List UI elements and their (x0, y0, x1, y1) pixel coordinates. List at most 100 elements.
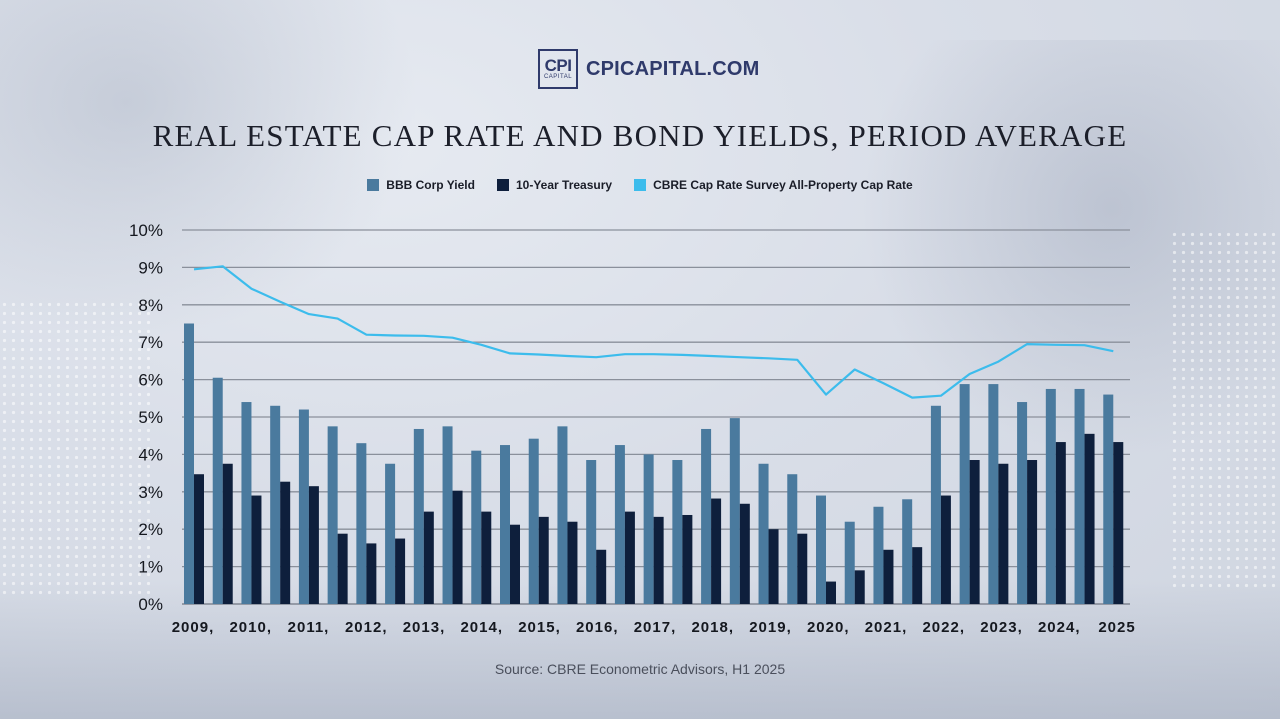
bar-treasury (624, 511, 635, 604)
bar-bbb (298, 409, 309, 604)
y-tick-label: 1% (138, 558, 163, 577)
legend-label-treasury: 10-Year Treasury (515, 178, 613, 192)
bar-bbb (212, 377, 223, 604)
bar-bbb (988, 384, 999, 604)
brand-logo[interactable]: CPI CAPITAL CPICAPITAL.COM (538, 48, 760, 90)
dot-pattern-left (0, 300, 150, 600)
bar-treasury (998, 463, 1009, 604)
bar-treasury (194, 474, 204, 604)
legend-swatch-bbb (367, 179, 380, 191)
y-tick-label: 3% (138, 483, 163, 502)
bar-treasury (912, 547, 923, 604)
x-tick-label: 2021, (865, 619, 908, 636)
bar-bbb (729, 418, 740, 604)
bar-treasury (653, 516, 664, 604)
x-tick-label: 2011, (288, 619, 330, 636)
bar-bbb (327, 426, 338, 604)
bar-treasury (567, 521, 578, 604)
x-tick-label: 2024, (1038, 619, 1081, 636)
y-tick-label: 6% (138, 371, 163, 390)
bar-treasury (711, 498, 722, 604)
bar-bbb (413, 428, 424, 604)
y-tick-label: 0% (138, 595, 163, 614)
y-tick-label: 2% (138, 520, 163, 539)
bar-bbb (1045, 388, 1056, 604)
bar-treasury (940, 495, 951, 604)
bar-treasury (337, 533, 348, 604)
legend-label-bbb: BBB Corp Yield (386, 178, 475, 192)
bar-treasury (1084, 433, 1095, 604)
bar-bbb (816, 495, 826, 604)
bar-bbb (442, 426, 453, 604)
x-tick-label: 2017, (634, 619, 677, 636)
x-tick-label: 2018, (691, 619, 734, 636)
bar-bbb (1017, 402, 1028, 604)
x-tick-label: 2014, (460, 619, 503, 636)
bar-bbb (930, 405, 941, 604)
y-tick-label: 9% (138, 258, 163, 277)
bar-bbb (643, 454, 654, 604)
bar-bbb (959, 384, 970, 604)
y-tick-label: 7% (138, 333, 163, 352)
bar-bbb (241, 402, 252, 604)
bar-treasury (969, 460, 980, 604)
bar-bbb (701, 428, 712, 604)
bar-treasury (481, 511, 492, 604)
logo-mark: CPI (544, 55, 572, 75)
x-tick-label: 2010, (229, 619, 272, 636)
bar-bbb (471, 450, 482, 604)
bar-bbb (758, 463, 769, 604)
bar-treasury (452, 490, 463, 604)
x-tick-label: 2016, (576, 619, 619, 636)
bar-treasury (1055, 442, 1066, 604)
bar-treasury (538, 516, 549, 604)
bar-bbb (356, 443, 367, 604)
bar-bbb (1074, 388, 1085, 604)
x-tick-label: 2025 (1098, 619, 1135, 636)
legend-item-treasury: 10-Year Treasury (496, 178, 613, 192)
bar-treasury (366, 543, 377, 604)
y-tick-label: 10% (129, 221, 163, 240)
x-tick-label: 2013, (403, 619, 446, 636)
site-name: CPICAPITAL.COM (586, 57, 760, 80)
y-tick-label: 4% (138, 445, 163, 464)
x-tick-label: 2023, (980, 619, 1023, 636)
bar-treasury (1027, 460, 1038, 604)
bar-bbb (270, 405, 281, 604)
bar-bbb (557, 426, 568, 604)
bar-treasury (222, 463, 233, 604)
bar-treasury (280, 481, 291, 604)
x-tick-label: 2020, (807, 619, 850, 636)
legend-swatch-cap-rate (634, 179, 647, 191)
x-tick-label: 2022, (922, 619, 965, 636)
y-tick-label: 5% (138, 408, 163, 427)
bar-bbb (614, 445, 625, 604)
bar-bbb (528, 438, 539, 604)
bar-bbb (787, 474, 798, 604)
bar-treasury (251, 495, 262, 604)
bar-treasury (682, 514, 693, 604)
bar-bbb (385, 463, 396, 604)
bar-treasury (797, 533, 808, 604)
bar-treasury (883, 549, 894, 604)
logo-mark-box: CPI CAPITAL (538, 49, 578, 89)
x-tick-label: 2015, (518, 619, 561, 636)
bar-bbb (902, 499, 913, 604)
bar-bbb (1103, 394, 1114, 604)
y-tick-label: 8% (138, 296, 163, 315)
bar-bbb (873, 506, 884, 604)
bar-treasury (826, 581, 836, 604)
line-cap-rate (193, 265, 1114, 399)
bar-treasury (596, 549, 607, 604)
legend-label-cap-rate: CBRE Cap Rate Survey All-Property Cap Ra… (653, 178, 913, 192)
bar-treasury (308, 486, 319, 604)
chart-legend: BBB Corp Yield 10-Year Treasury CBRE Cap… (0, 178, 1280, 192)
bar-treasury (854, 570, 865, 604)
bar-treasury (510, 524, 520, 604)
bar-bbb (586, 460, 597, 604)
bar-bbb (500, 445, 510, 604)
x-tick-label: 2009, (172, 619, 215, 636)
dot-pattern-right (1170, 230, 1280, 590)
bar-treasury (423, 511, 434, 604)
